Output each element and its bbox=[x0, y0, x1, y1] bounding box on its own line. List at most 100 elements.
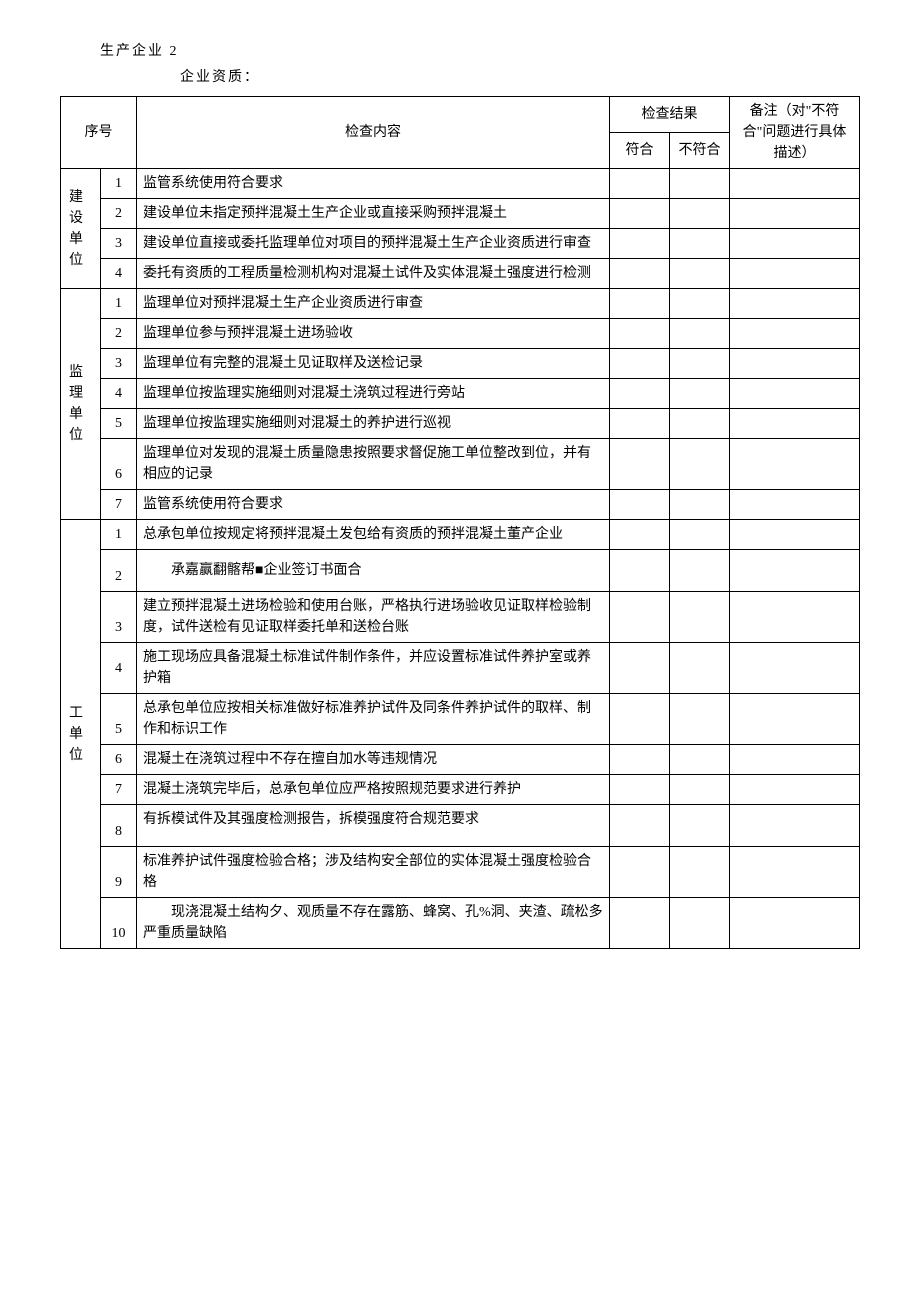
remark-cell bbox=[730, 898, 860, 949]
table-row: 工单位1总承包单位按规定将预拌混凝土发包给有资质的预拌混凝土董产企业 bbox=[61, 520, 860, 550]
nonconform-cell bbox=[670, 775, 730, 805]
remark-cell bbox=[730, 439, 860, 490]
row-number: 10 bbox=[101, 898, 137, 949]
remark-cell bbox=[730, 349, 860, 379]
row-number: 5 bbox=[101, 694, 137, 745]
row-content: 现浇混凝土结构夕、观质量不存在露筋、蜂窝、孔%洞、夹渣、疏松多严重质量缺陷 bbox=[137, 898, 610, 949]
group-label: 监 理单位 bbox=[61, 289, 101, 520]
group-label: 建 设单位 bbox=[61, 169, 101, 289]
table-row: 3建立预拌混凝土进场检验和使用台账，严格执行进场验收见证取样检验制度，试件送检有… bbox=[61, 592, 860, 643]
row-number: 2 bbox=[101, 199, 137, 229]
remark-cell bbox=[730, 409, 860, 439]
conform-cell bbox=[610, 490, 670, 520]
conform-cell bbox=[610, 643, 670, 694]
row-content: 施工现场应具备混凝土标准试件制作条件，并应设置标准试件养护室或养护箱 bbox=[137, 643, 610, 694]
row-content: 监管系统使用符合要求 bbox=[137, 169, 610, 199]
table-row: 5总承包单位应按相关标准做好标准养护试件及同条件养护试件的取样、制作和标识工作 bbox=[61, 694, 860, 745]
conform-cell bbox=[610, 847, 670, 898]
nonconform-cell bbox=[670, 379, 730, 409]
conform-cell bbox=[610, 409, 670, 439]
remark-cell bbox=[730, 775, 860, 805]
table-row: 5监理单位按监理实施细则对混凝土的养护进行巡视 bbox=[61, 409, 860, 439]
row-number: 4 bbox=[101, 379, 137, 409]
nonconform-cell bbox=[670, 694, 730, 745]
remark-cell bbox=[730, 259, 860, 289]
row-number: 3 bbox=[101, 349, 137, 379]
remark-cell bbox=[730, 805, 860, 847]
conform-cell bbox=[610, 694, 670, 745]
remark-cell bbox=[730, 745, 860, 775]
remark-cell bbox=[730, 490, 860, 520]
conform-cell bbox=[610, 550, 670, 592]
nonconform-cell bbox=[670, 490, 730, 520]
table-row: 2承嘉赢翻髂帮■企业签订书面合 bbox=[61, 550, 860, 592]
remark-cell bbox=[730, 643, 860, 694]
header-conform: 符合 bbox=[610, 133, 670, 169]
nonconform-cell bbox=[670, 439, 730, 490]
row-number: 7 bbox=[101, 490, 137, 520]
row-number: 4 bbox=[101, 259, 137, 289]
row-content: 标准养护试件强度检验合格；涉及结构安全部位的实体混凝土强度检验合格 bbox=[137, 847, 610, 898]
inspection-table: 序号检查内容检查结果备注（对"不符合"问题进行具体描述）符合不符合建 设单位1监… bbox=[60, 96, 860, 949]
conform-cell bbox=[610, 439, 670, 490]
table-row: 6监理单位对发现的混凝土质量隐患按照要求督促施工单位整改到位，并有相应的记录 bbox=[61, 439, 860, 490]
header-seq: 序号 bbox=[61, 97, 137, 169]
conform-cell bbox=[610, 319, 670, 349]
nonconform-cell bbox=[670, 319, 730, 349]
conform-cell bbox=[610, 169, 670, 199]
table-row: 10现浇混凝土结构夕、观质量不存在露筋、蜂窝、孔%洞、夹渣、疏松多严重质量缺陷 bbox=[61, 898, 860, 949]
table-row: 7混凝土浇筑完毕后，总承包单位应严格按照规范要求进行养护 bbox=[61, 775, 860, 805]
nonconform-cell bbox=[670, 550, 730, 592]
table-row: 6混凝土在浇筑过程中不存在擅自加水等违规情况 bbox=[61, 745, 860, 775]
remark-cell bbox=[730, 694, 860, 745]
row-number: 2 bbox=[101, 319, 137, 349]
row-content: 委托有资质的工程质量检测机构对混凝土试件及实体混凝土强度进行检测 bbox=[137, 259, 610, 289]
header-nonconform: 不符合 bbox=[670, 133, 730, 169]
remark-cell bbox=[730, 520, 860, 550]
row-content: 建设单位直接或委托监理单位对项目的预拌混凝土生产企业资质进行审查 bbox=[137, 229, 610, 259]
conform-cell bbox=[610, 229, 670, 259]
row-content: 监理单位按监理实施细则对混凝土浇筑过程进行旁站 bbox=[137, 379, 610, 409]
table-row: 2监理单位参与预拌混凝土进场验收 bbox=[61, 319, 860, 349]
conform-cell bbox=[610, 898, 670, 949]
remark-cell bbox=[730, 550, 860, 592]
nonconform-cell bbox=[670, 349, 730, 379]
nonconform-cell bbox=[670, 289, 730, 319]
nonconform-cell bbox=[670, 592, 730, 643]
conform-cell bbox=[610, 745, 670, 775]
conform-cell bbox=[610, 520, 670, 550]
table-row: 监 理单位1监理单位对预拌混凝土生产企业资质进行审查 bbox=[61, 289, 860, 319]
header-remark: 备注（对"不符合"问题进行具体描述） bbox=[730, 97, 860, 169]
remark-cell bbox=[730, 319, 860, 349]
remark-cell bbox=[730, 379, 860, 409]
row-number: 5 bbox=[101, 409, 137, 439]
conform-cell bbox=[610, 289, 670, 319]
table-row: 3监理单位有完整的混凝土见证取样及送检记录 bbox=[61, 349, 860, 379]
remark-cell bbox=[730, 289, 860, 319]
remark-cell bbox=[730, 169, 860, 199]
conform-cell bbox=[610, 199, 670, 229]
row-number: 1 bbox=[101, 520, 137, 550]
row-content: 建设单位未指定预拌混凝土生产企业或直接采购预拌混凝土 bbox=[137, 199, 610, 229]
row-number: 4 bbox=[101, 643, 137, 694]
nonconform-cell bbox=[670, 520, 730, 550]
table-row: 建 设单位1监管系统使用符合要求 bbox=[61, 169, 860, 199]
row-content: 建立预拌混凝土进场检验和使用台账，严格执行进场验收见证取样检验制度，试件送检有见… bbox=[137, 592, 610, 643]
table-row: 4委托有资质的工程质量检测机构对混凝土试件及实体混凝土强度进行检测 bbox=[61, 259, 860, 289]
header-line-1: 生产企业 2 bbox=[60, 40, 860, 60]
nonconform-cell bbox=[670, 229, 730, 259]
row-number: 2 bbox=[101, 550, 137, 592]
row-content: 监理单位参与预拌混凝土进场验收 bbox=[137, 319, 610, 349]
header-content: 检查内容 bbox=[137, 97, 610, 169]
row-content: 监理单位有完整的混凝土见证取样及送检记录 bbox=[137, 349, 610, 379]
nonconform-cell bbox=[670, 745, 730, 775]
remark-cell bbox=[730, 847, 860, 898]
table-row: 4监理单位按监理实施细则对混凝土浇筑过程进行旁站 bbox=[61, 379, 860, 409]
nonconform-cell bbox=[670, 805, 730, 847]
row-number: 1 bbox=[101, 169, 137, 199]
table-row: 2建设单位未指定预拌混凝土生产企业或直接采购预拌混凝土 bbox=[61, 199, 860, 229]
conform-cell bbox=[610, 379, 670, 409]
nonconform-cell bbox=[670, 409, 730, 439]
remark-cell bbox=[730, 592, 860, 643]
row-content: 混凝土浇筑完毕后，总承包单位应严格按照规范要求进行养护 bbox=[137, 775, 610, 805]
